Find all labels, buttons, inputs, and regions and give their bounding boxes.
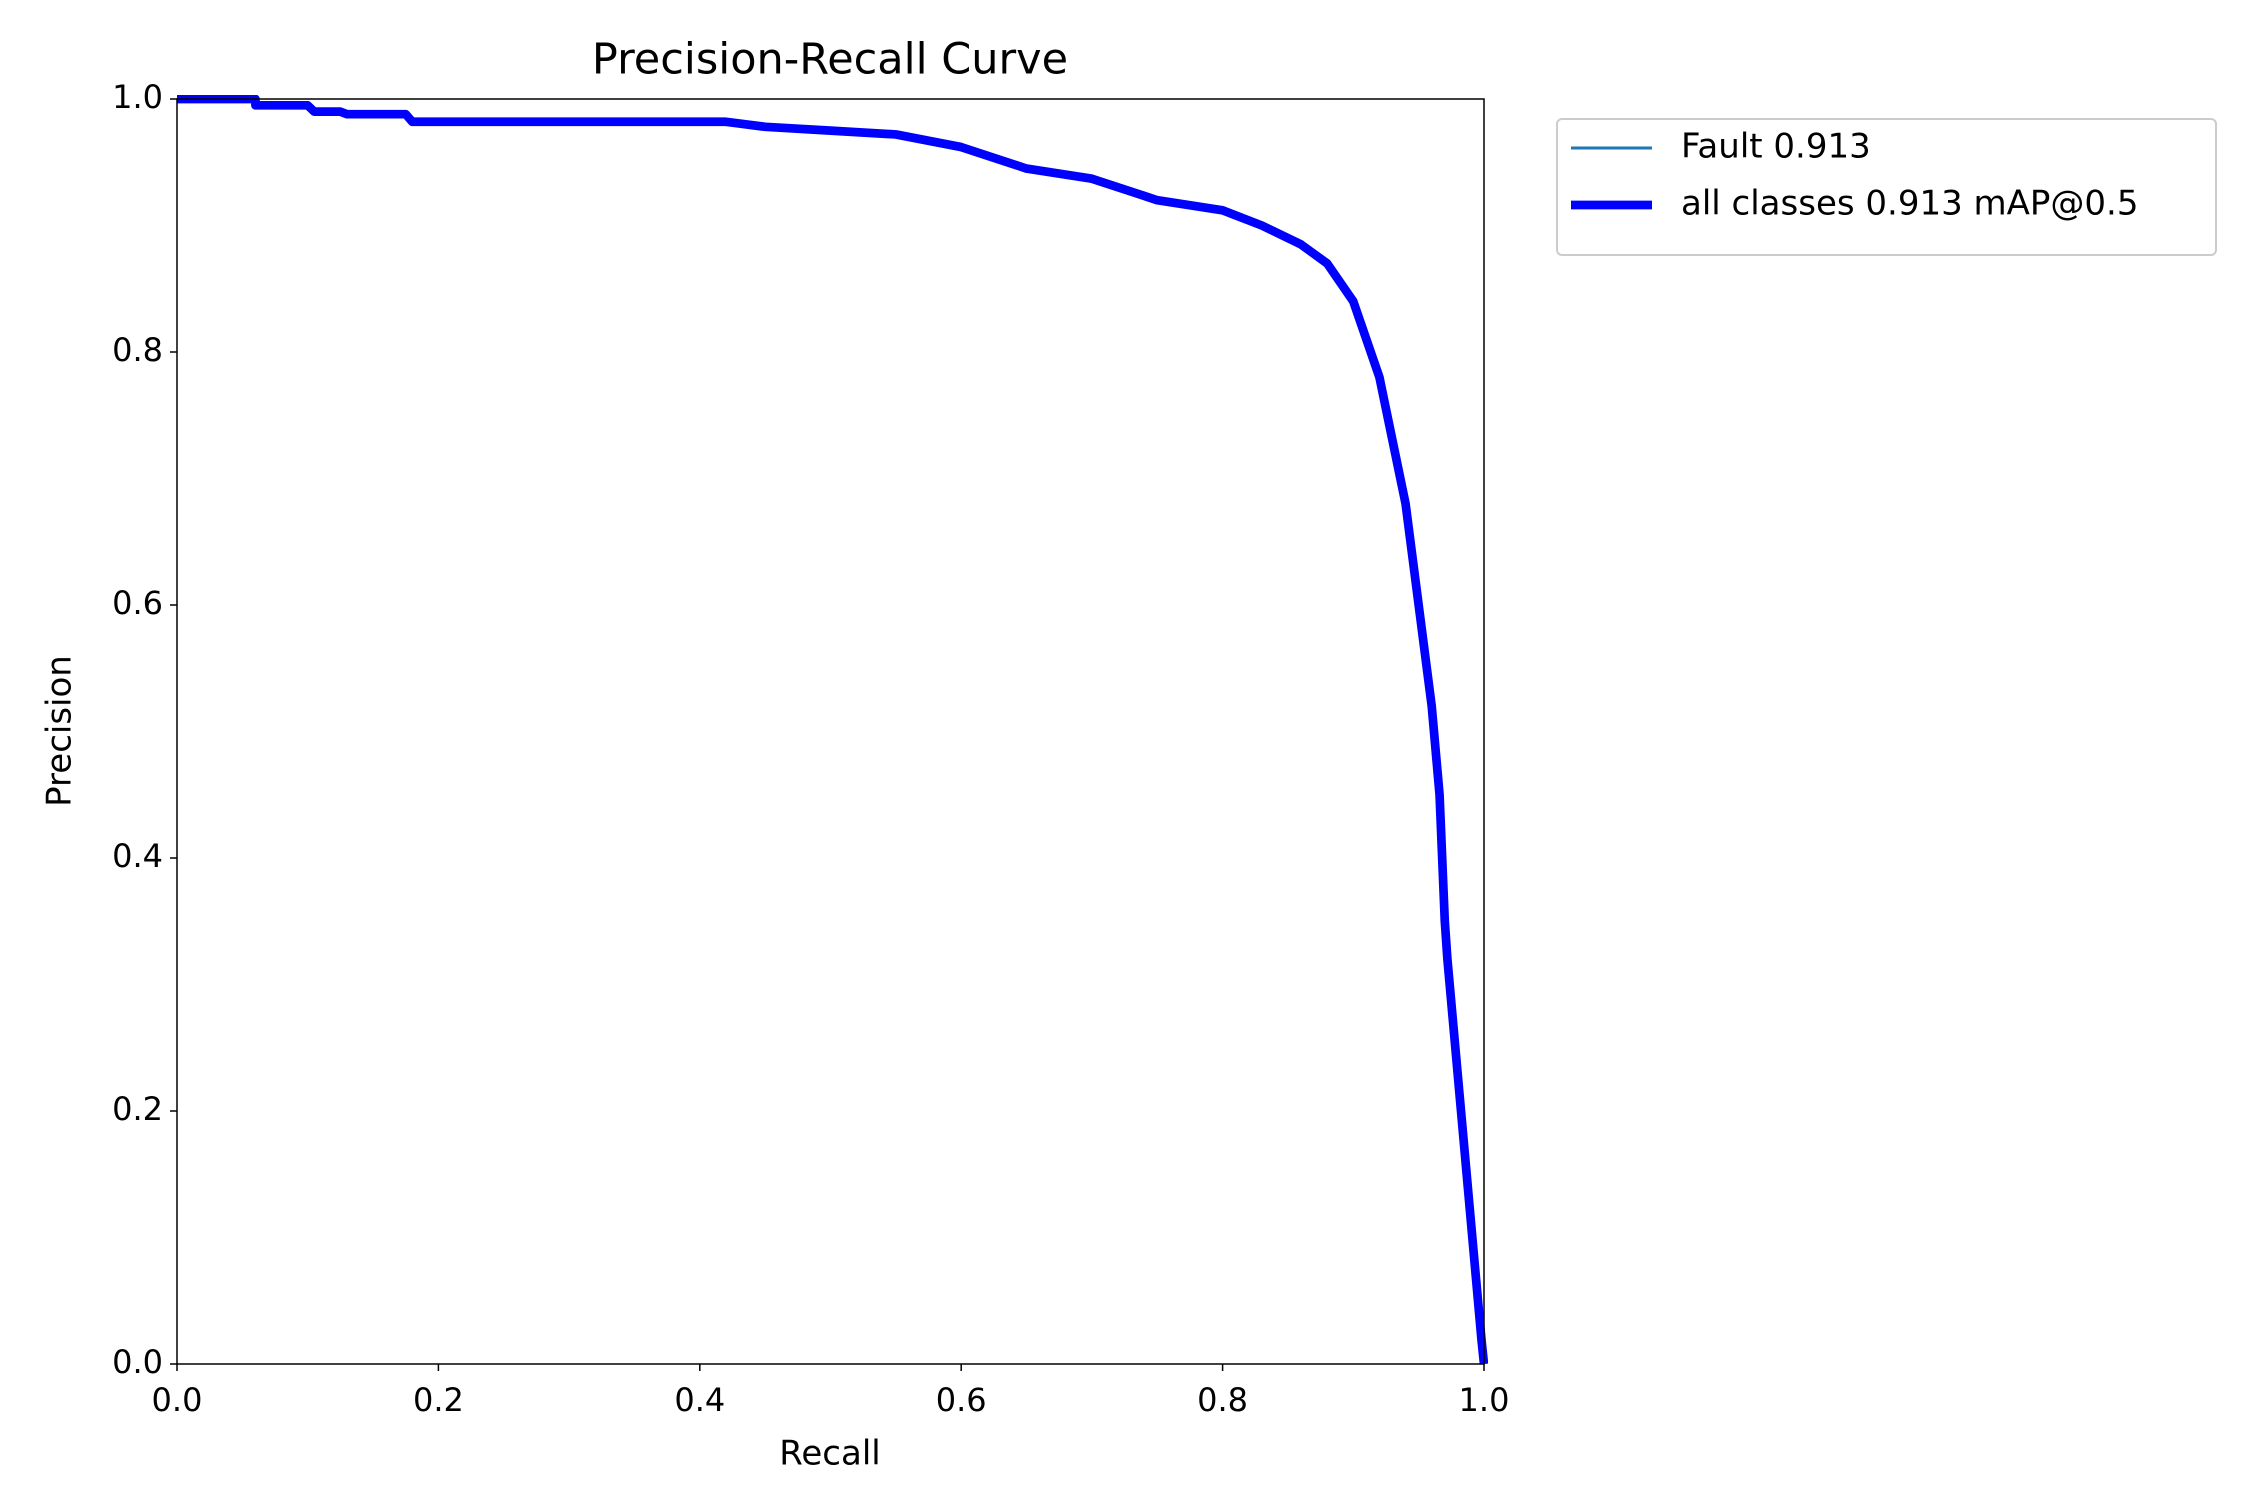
y-axis-label: Precision [40, 655, 80, 807]
x-axis-label: Recall [779, 1434, 880, 1474]
y-tick-label: 0.0 [112, 1343, 163, 1381]
x-tick-label: 0.4 [674, 1381, 725, 1419]
y-tick-label: 0.4 [112, 837, 163, 875]
legend-label: Fault 0.913 [1681, 127, 1871, 167]
x-tick-label: 1.0 [1459, 1381, 1510, 1419]
x-tick-label: 0.2 [413, 1381, 464, 1419]
legend-box [1556, 118, 2217, 256]
y-tick-label: 0.8 [112, 331, 163, 369]
x-tick-label: 0.6 [936, 1381, 987, 1419]
legend-label: all classes 0.913 mAP@0.5 [1681, 184, 2138, 224]
x-tick-label: 0.8 [1197, 1381, 1248, 1419]
pr-curve [177, 95, 1488, 1365]
chart-title: Precision-Recall Curve [592, 35, 1068, 85]
y-tick-label: 0.2 [112, 1090, 163, 1128]
plot-frame [176, 98, 1485, 1365]
x-tick-label: 0.0 [152, 1381, 203, 1419]
y-tick-label: 1.0 [112, 78, 163, 116]
y-tick-label: 0.6 [112, 584, 163, 622]
